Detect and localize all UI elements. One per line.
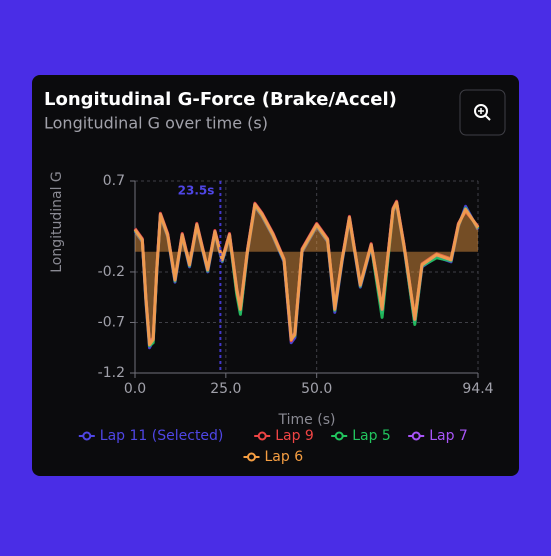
- chart-title: Longitudinal G-Force (Brake/Accel): [44, 89, 397, 110]
- y-axis-label: Longitudinal G: [49, 171, 65, 273]
- y-tick-label: -0.2: [98, 264, 125, 280]
- legend-label[interactable]: Lap 5: [352, 428, 391, 444]
- legend-swatch[interactable]: [257, 431, 267, 441]
- legend-swatch[interactable]: [247, 452, 256, 462]
- annotation-label: 23.5s: [178, 184, 215, 198]
- legend-label[interactable]: Lap 7: [429, 428, 468, 444]
- legend-item[interactable]: Lap 5: [331, 428, 391, 444]
- line: [133, 200, 480, 347]
- chart-subtitle: Longitudinal G over time (s): [44, 114, 268, 133]
- y-tick-label: -1.2: [98, 365, 125, 381]
- zoom-icon[interactable]: [484, 114, 491, 121]
- legend-label[interactable]: Lap 9: [275, 428, 314, 444]
- x-tick-label: 94.4: [462, 381, 493, 397]
- legend-item[interactable]: Lap 11 (Selected): [78, 428, 224, 444]
- legend-label[interactable]: Lap 6: [265, 449, 304, 465]
- x-tick-label: 50.0: [301, 381, 332, 397]
- legend-item[interactable]: Lap 6: [243, 449, 304, 465]
- legend-item[interactable]: Lap 9: [254, 428, 314, 444]
- card: [32, 75, 519, 476]
- zoom-button[interactable]: [459, 89, 506, 136]
- x-axis-label: Time (s): [278, 412, 336, 428]
- x-tick-label: 25.0: [210, 381, 241, 397]
- area: [135, 202, 478, 345]
- zoom-icon[interactable]: [474, 104, 488, 118]
- zoom-button-frame[interactable]: [459, 89, 506, 136]
- y-tick-label: 0.7: [103, 173, 125, 189]
- legend-label[interactable]: Lap 11 (Selected): [100, 428, 224, 444]
- legend-swatch[interactable]: [334, 431, 344, 441]
- x-tick-label: 0.0: [124, 381, 146, 397]
- legend-swatch[interactable]: [411, 431, 421, 441]
- legend-item[interactable]: Lap 7: [408, 428, 468, 444]
- y-tick-label: -0.7: [98, 314, 125, 330]
- legend-swatch[interactable]: [82, 431, 92, 441]
